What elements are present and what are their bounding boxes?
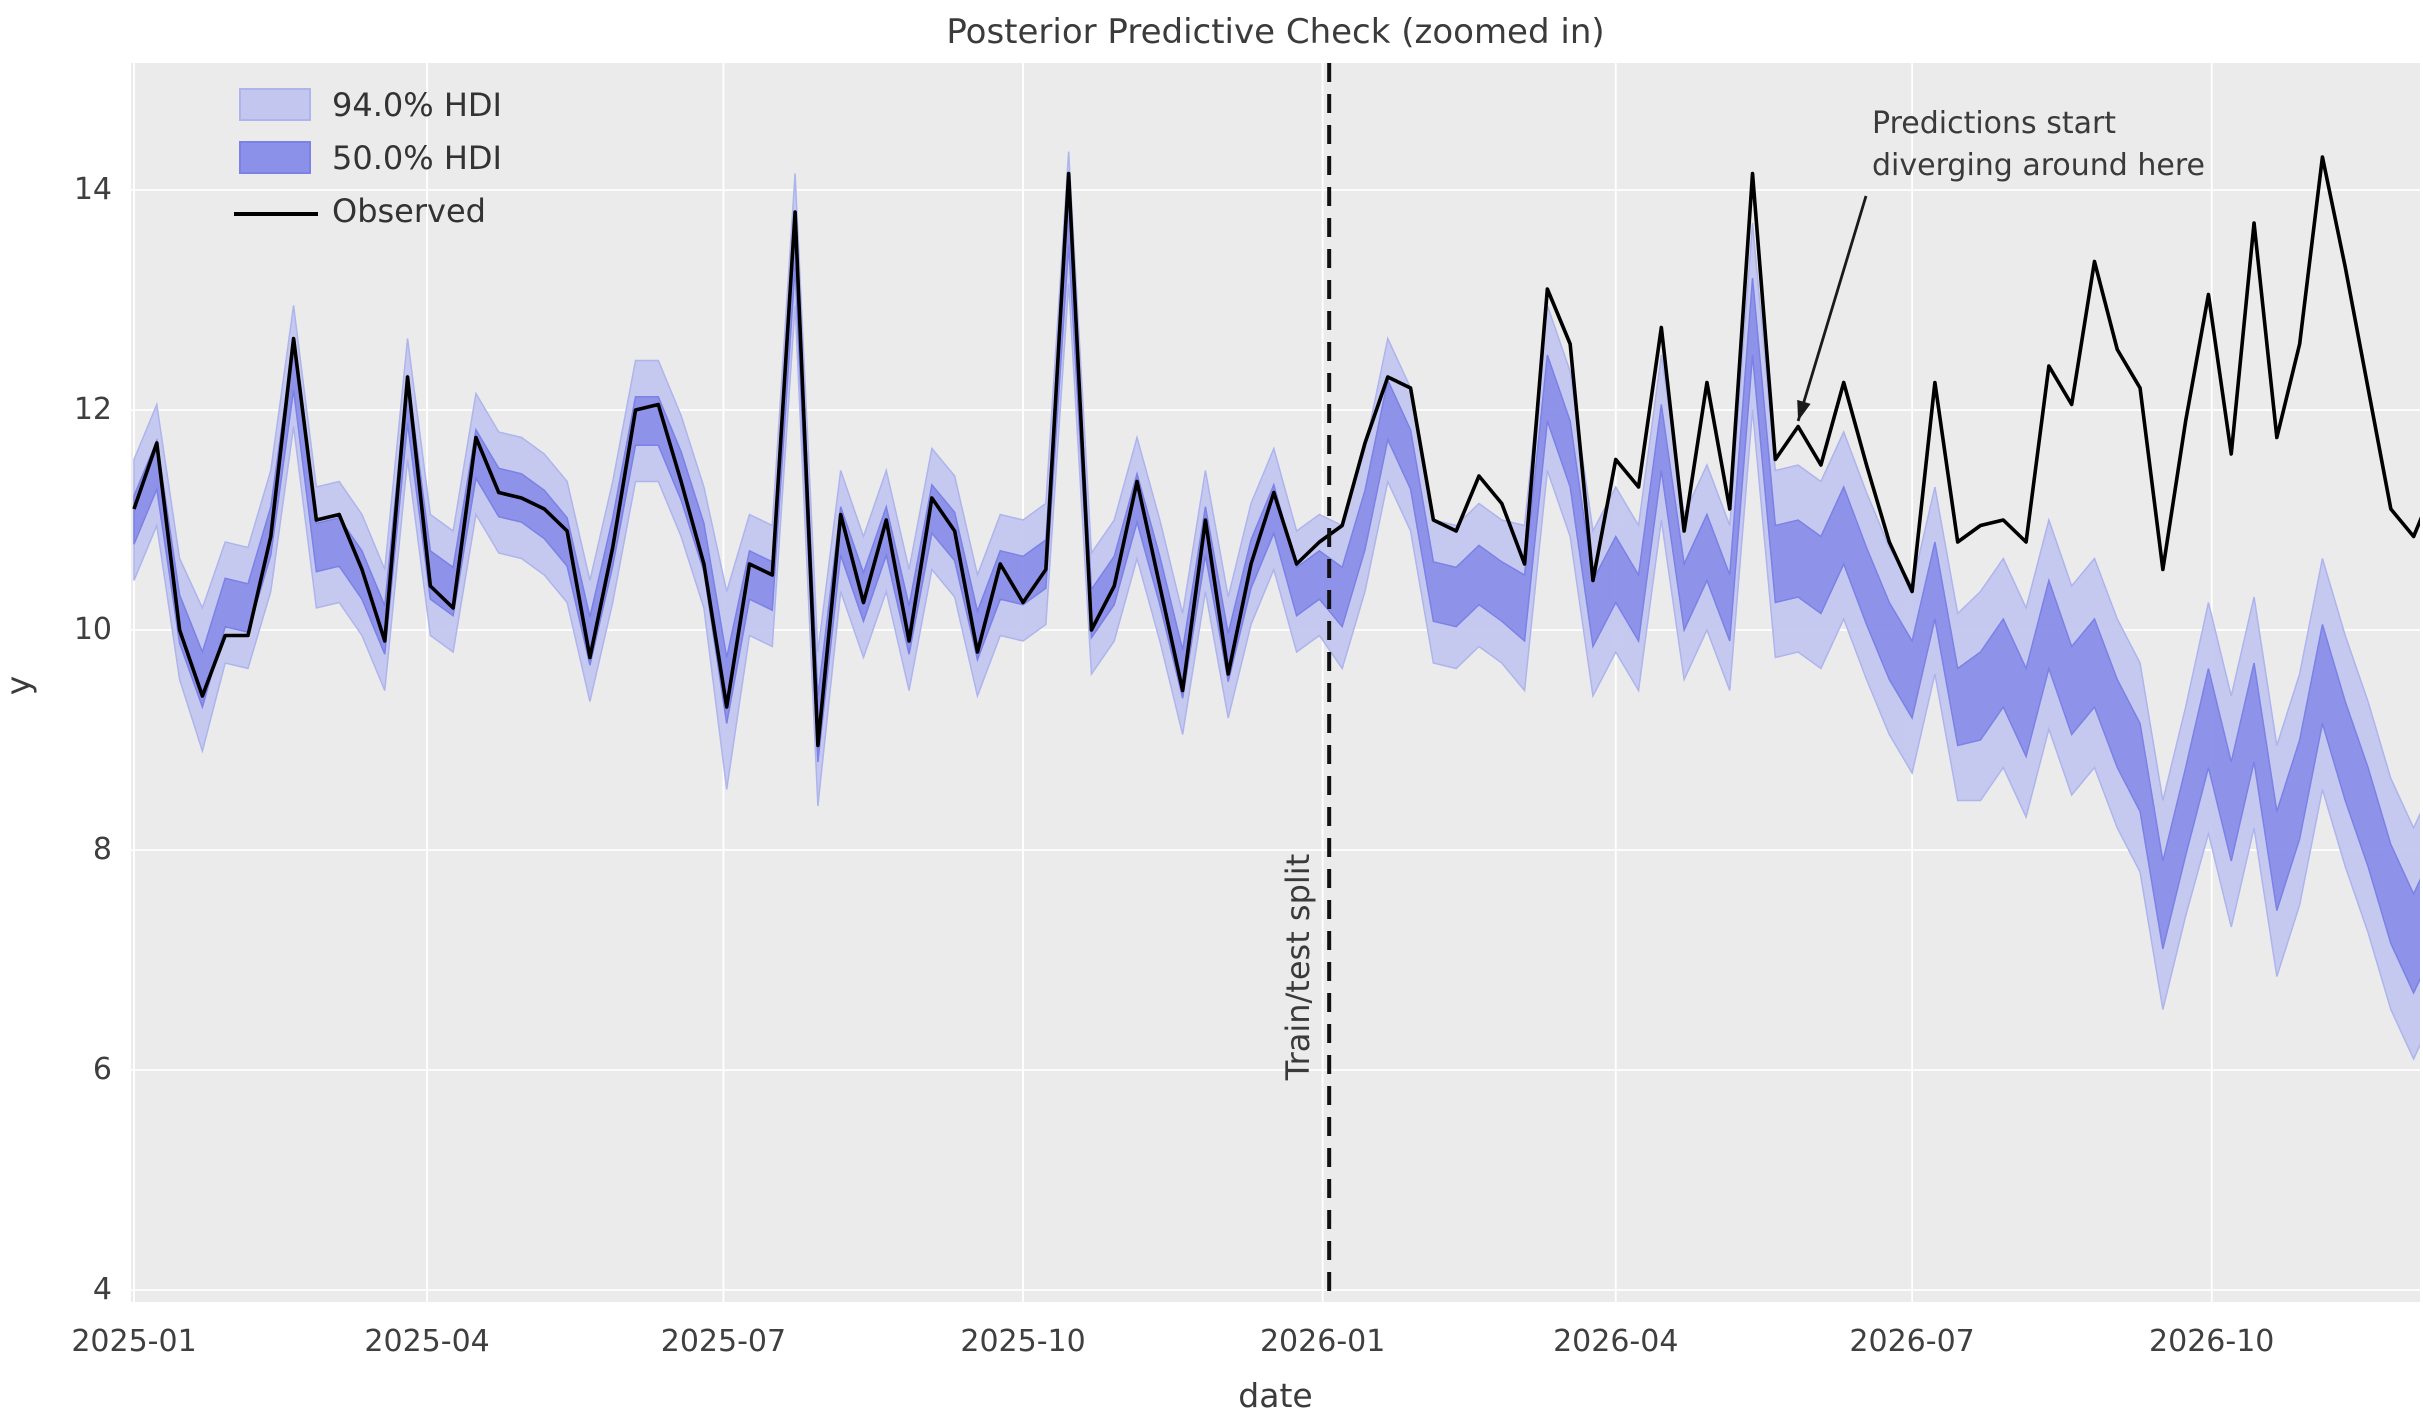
y-tick-label: 4 <box>92 1272 112 1307</box>
y-tick-label: 14 <box>73 172 112 207</box>
y-tick-label: 8 <box>92 832 112 867</box>
x-axis-label: date <box>1238 1376 1313 1415</box>
chart-title: Posterior Predictive Check (zoomed in) <box>946 12 1605 52</box>
legend-label-observed: Observed <box>332 192 486 230</box>
x-tick-label: 2026-07 <box>1849 1324 1975 1359</box>
x-tick-label: 2025-07 <box>660 1324 787 1359</box>
x-tick-label: 2026-01 <box>1259 1324 1386 1359</box>
legend-swatch-hdi50 <box>239 141 311 174</box>
annotation-arrow-shaft <box>1796 195 1868 422</box>
x-tick-label: 2025-10 <box>960 1324 1086 1359</box>
y-tick-label: 6 <box>92 1052 112 1087</box>
y-tick-label: 10 <box>73 612 112 647</box>
annotation-text-line2: diverging around here <box>1872 148 2205 183</box>
annotation-arrow-head <box>1797 399 1811 421</box>
x-tick-label: 2026-04 <box>1553 1324 1679 1359</box>
legend-label-hdi50: 50.0% HDI <box>332 139 502 177</box>
x-tick-label: 2025-01 <box>71 1324 197 1359</box>
observed-line <box>132 155 2420 748</box>
x-tick-label: 2026-10 <box>2149 1324 2275 1359</box>
hdi50-band <box>133 189 2420 995</box>
annotation-text-line1: Predictions start <box>1872 106 2117 141</box>
x-tick-label: 2025-04 <box>364 1324 490 1359</box>
legend-line-observed <box>234 212 318 216</box>
y-tick-label: 12 <box>73 392 112 427</box>
y-axis-label: y <box>0 675 38 696</box>
train-test-split-label: Train/test split <box>1279 853 1317 1081</box>
hdi94-band <box>133 151 2420 1061</box>
legend-label-hdi94: 94.0% HDI <box>332 86 502 124</box>
legend-swatch-hdi94 <box>239 88 311 121</box>
